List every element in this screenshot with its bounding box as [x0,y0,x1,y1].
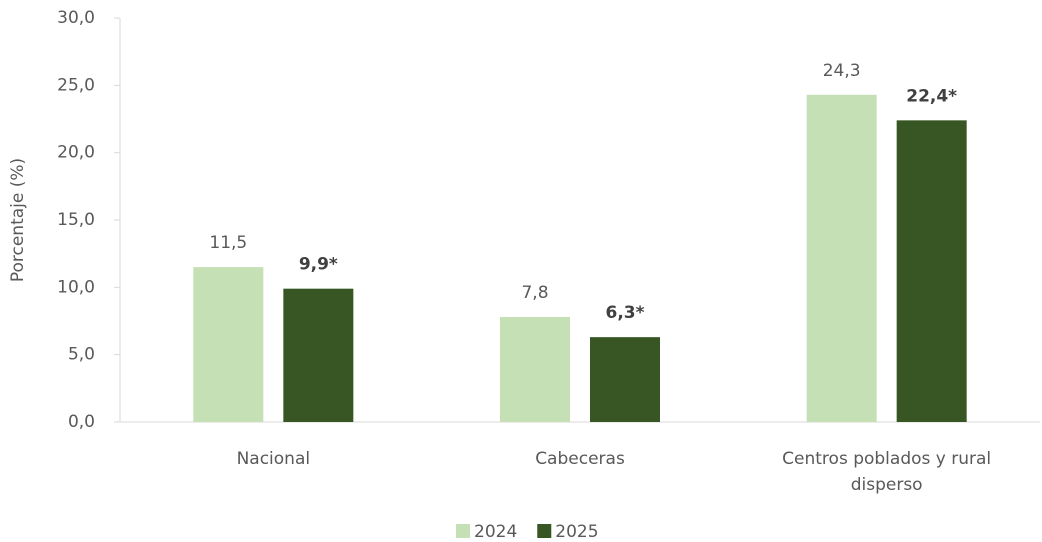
legend-swatch [456,524,470,538]
legend-label: 2025 [555,522,598,542]
x-tick-label: Centros poblados y rural disperso [782,449,992,495]
bar [193,267,264,422]
bar [590,337,660,422]
y-tick-label: 0,0 [68,412,95,432]
bar [896,120,967,422]
y-tick-label: 25,0 [57,75,95,95]
bar [283,288,354,422]
x-tick-label: Cabeceras [535,449,625,469]
bar [806,94,877,422]
y-tick-label: 10,0 [57,277,95,297]
data-label: 24,3 [823,61,861,81]
bar [500,316,570,422]
data-label: 9,9* [299,255,338,275]
y-tick-label: 5,0 [68,345,95,365]
data-label: 11,5 [209,233,247,253]
x-tick-label: Nacional [236,449,311,469]
y-tick-label: 15,0 [57,210,95,230]
y-tick-label: 20,0 [57,143,95,163]
data-label: 6,3* [605,303,644,323]
data-label: 7,8 [521,283,548,303]
legend-label: 2024 [474,522,517,542]
y-axis-label: Porcentaje (%) [8,158,28,282]
legend-swatch [537,524,552,538]
data-label: 22,4* [906,86,957,106]
y-tick-label: 30,0 [57,8,95,28]
